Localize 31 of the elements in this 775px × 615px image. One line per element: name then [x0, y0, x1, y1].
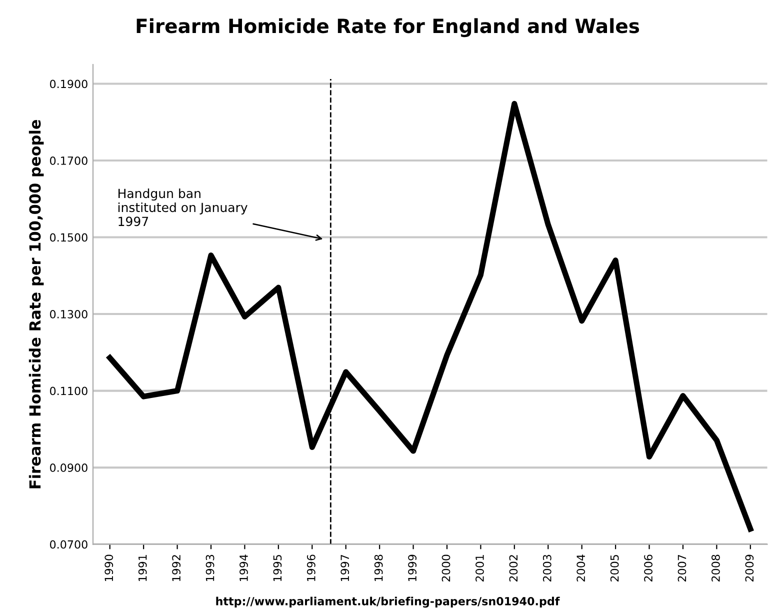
- x-tick-label: 2000: [442, 554, 450, 582]
- y-tick-label: 0.1900: [50, 80, 88, 88]
- y-tick-label: 0.1500: [50, 233, 88, 242]
- annotation: Handgun ban instituted on January 1997: [118, 188, 248, 226]
- y-tick-label: 0.1100: [50, 386, 88, 396]
- x-tick-label: 2001: [476, 555, 484, 582]
- x-tick-label: 2004: [576, 554, 586, 582]
- x-tick-label: 2007: [678, 554, 686, 582]
- x-tick-label: 1996: [306, 554, 316, 582]
- x-tick-label: 1999: [408, 554, 416, 582]
- y-axis-title: Firearm Homicide Rate per 100,000 people: [28, 120, 44, 488]
- x-tick-label: 1998: [374, 554, 383, 582]
- x-tick-label: 2009: [745, 554, 754, 582]
- x-tick-label: 1995: [273, 554, 282, 582]
- x-tick-label: 2002: [509, 555, 518, 582]
- x-tick-label: 1997: [340, 554, 350, 582]
- y-tick-label: 0.1300: [50, 310, 88, 318]
- x-tick-label: 1990: [104, 554, 114, 582]
- x-tick-label: 2005: [610, 554, 619, 582]
- x-tick-label: 2006: [644, 554, 652, 582]
- x-tick-label: 1992: [172, 555, 181, 582]
- y-tick-label: 0.1700: [50, 156, 88, 165]
- x-tick-label: 1993: [206, 554, 214, 582]
- x-tick-label: 1994: [240, 554, 248, 582]
- x-tick-label: 2008: [712, 554, 720, 582]
- y-tick-label: 0.0900: [50, 464, 88, 472]
- x-tick-label: 1991: [138, 555, 147, 582]
- x-tick-label: 2003: [542, 554, 552, 582]
- text: http://www.parliament.uk/briefing-papers/sn01940.pdf: [216, 596, 560, 608]
- y-tick-label: 0.0700: [50, 540, 88, 549]
- chart-title: Firearm Homicide Rate for England and Wales: [136, 18, 640, 38]
